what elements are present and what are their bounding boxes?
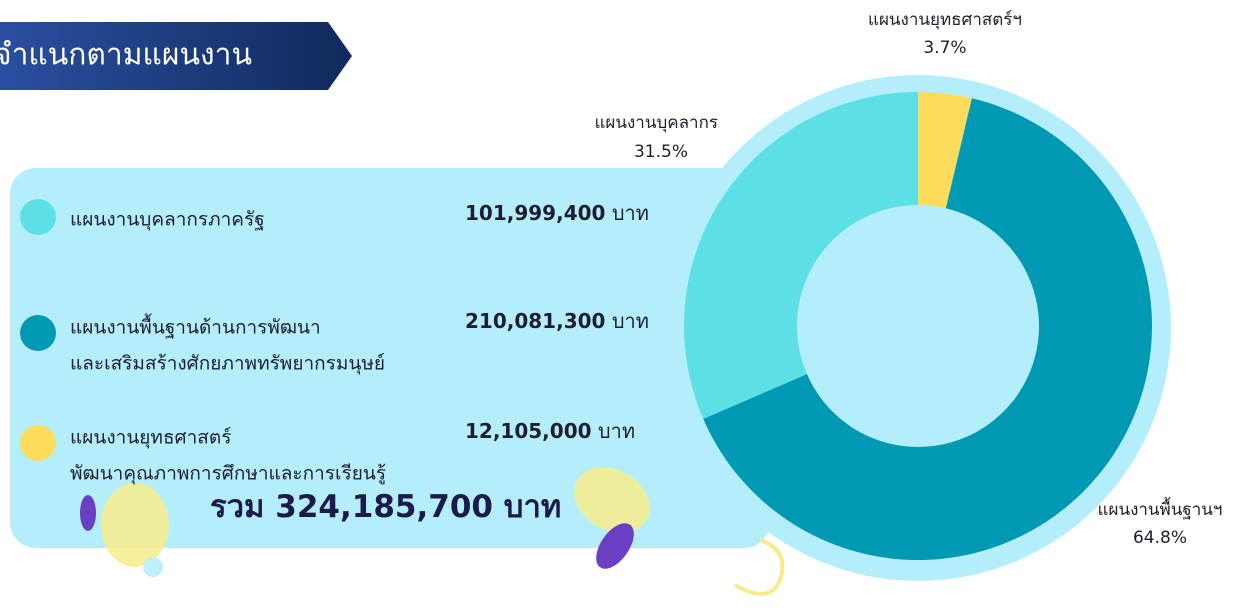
- slice-value: 31.5%: [634, 142, 688, 162]
- slice-value: 64.8%: [1133, 528, 1187, 548]
- total-unit: บาท: [504, 489, 562, 525]
- infographic: จำแนกตามแผนงาน แผนงานบุคลากรภาครัฐ 101,99…: [0, 0, 1247, 610]
- amount-value: 12,105,000: [465, 419, 592, 443]
- legend-label: แผนงานยุทธศาสตร์: [70, 427, 231, 450]
- total-label: รวม: [210, 489, 265, 525]
- slice-category: แผนงานบุคลากร: [594, 113, 718, 133]
- total-amount: 324,185,700: [275, 489, 493, 525]
- slice-category: แผนงานยุทธศาสตร์ฯ: [868, 10, 1022, 30]
- slice-category: แผนงานพื้นฐานฯ: [1098, 497, 1223, 520]
- legend-label: และเสริมสร้างศักยภาพทรัพยากรมนุษย์: [70, 353, 385, 376]
- legend-total: รวม 324,185,700 บาท: [210, 489, 561, 525]
- donut-hole: [797, 205, 1039, 447]
- legend-label: แผนงานพื้นฐานด้านการพัฒนา: [70, 314, 321, 339]
- legend-amount: 210,081,300 บาท: [465, 309, 649, 333]
- legend-label: แผนงานบุคลากรภาครัฐ: [70, 209, 265, 232]
- slice-value: 3.7%: [923, 38, 966, 58]
- amount-value: 210,081,300: [465, 309, 605, 333]
- amount-unit: บาท: [612, 309, 649, 333]
- legend-dot: [20, 199, 56, 235]
- amount-unit: บาท: [612, 201, 649, 225]
- legend-dot: [20, 425, 56, 461]
- legend-amount: 101,999,400 บาท: [465, 201, 649, 225]
- amount-value: 101,999,400: [465, 201, 605, 225]
- page: {"header": {"title": "จำแนกตามแผนงาน"}, …: [0, 0, 1247, 610]
- legend-dot: [20, 315, 56, 351]
- header-title: จำแนกตามแผนงาน: [0, 38, 252, 73]
- legend-amount: 12,105,000 บาท: [465, 419, 635, 443]
- legend-label: พัฒนาคุณภาพการศึกษาและการเรียนรู้: [70, 463, 386, 486]
- amount-unit: บาท: [598, 419, 635, 443]
